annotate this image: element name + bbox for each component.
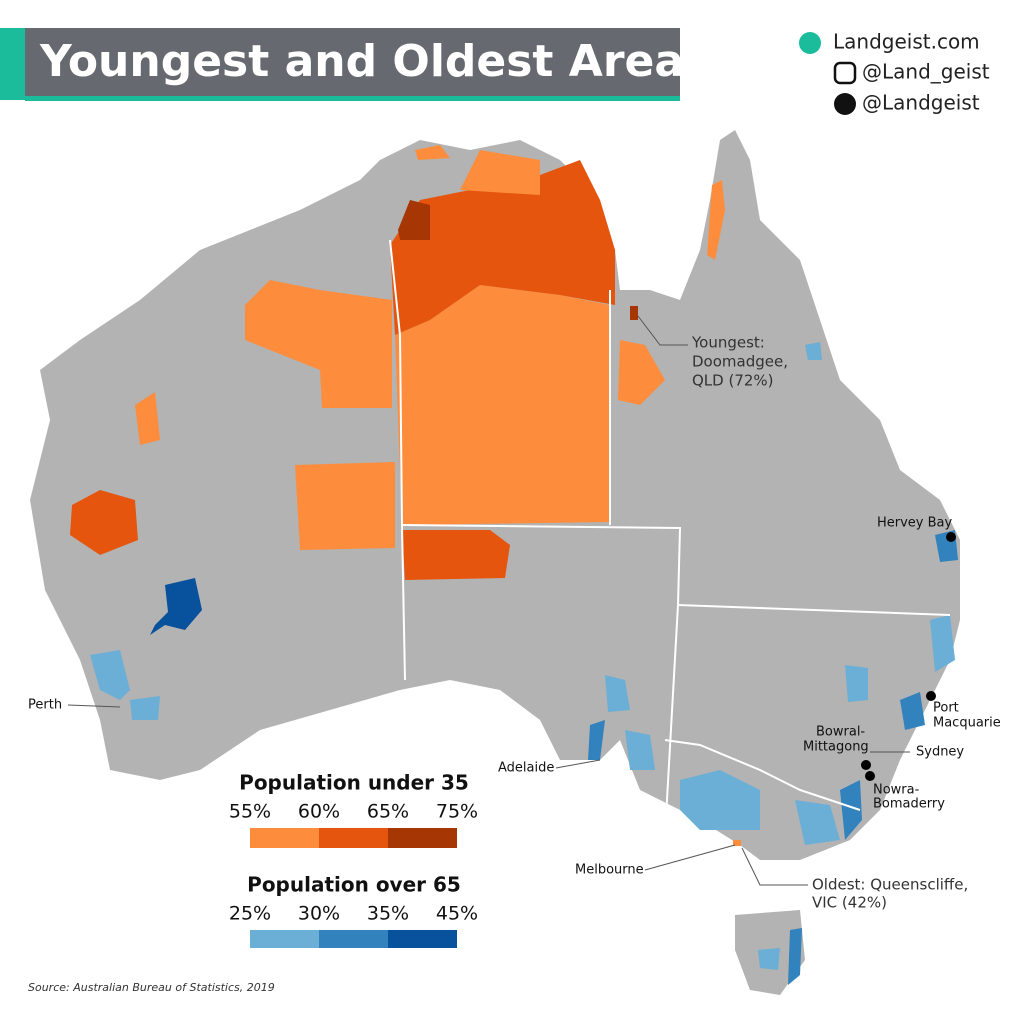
city-label: Mittagong (803, 740, 869, 755)
region-young (402, 530, 510, 580)
leader-line (644, 844, 736, 871)
legend-swatch (319, 828, 388, 848)
brand-twitter: @Landgeist (862, 91, 980, 115)
region-young (245, 280, 392, 408)
annotation: VIC (42%) (812, 894, 887, 912)
city-label: Melbourne (575, 863, 644, 878)
leader-line (67, 704, 121, 708)
region-young (618, 340, 665, 405)
annotation: Oldest: Queenscliffe, (812, 876, 968, 894)
header-accent (0, 28, 25, 100)
region-young (398, 200, 430, 240)
region-young (70, 490, 138, 555)
region-young (415, 145, 450, 160)
city-label: Adelaide (498, 761, 554, 776)
legend-swatch (319, 930, 388, 948)
legend-swatch (388, 828, 457, 848)
legend-swatch (388, 930, 457, 948)
city-label: Bomaderry (873, 797, 945, 812)
region-old (130, 696, 160, 720)
region-old (90, 650, 130, 700)
header-band (25, 28, 680, 100)
legend-title: Population under 35 (239, 771, 469, 795)
region-young (390, 160, 615, 335)
state-border (664, 739, 861, 811)
annotation: QLD (72%) (692, 372, 774, 390)
region-old (758, 948, 780, 970)
legend-label: 25% (229, 903, 271, 925)
city-label: Bowral- (816, 725, 865, 740)
legend-swatch (250, 930, 319, 948)
city-label: Hervey Bay (877, 516, 953, 531)
region-old (845, 665, 868, 702)
region-old (588, 720, 605, 760)
city-label: Nowra- (873, 783, 920, 798)
annotation: Youngest: (691, 334, 765, 352)
legend-label: 55% (229, 801, 271, 823)
city-dot (865, 771, 875, 781)
instagram-icon (833, 61, 857, 85)
legend-label: 35% (367, 903, 409, 925)
city-label: Macquarie (933, 716, 1001, 731)
legend-swatch (250, 828, 319, 848)
region-young (295, 462, 395, 550)
region-old (795, 800, 840, 845)
region-old (605, 675, 630, 712)
state-border (389, 239, 406, 681)
leader-line (555, 759, 601, 769)
legend-label: 75% (436, 801, 478, 823)
region-old (840, 780, 862, 840)
legend-label: 45% (436, 903, 478, 925)
region-young (460, 150, 540, 195)
region-old (930, 615, 955, 672)
region-young (135, 392, 160, 445)
legend-label: 65% (367, 801, 409, 823)
region-old (625, 730, 655, 770)
region-young (707, 180, 725, 260)
city-dot (861, 760, 871, 770)
legend-title: Population over 65 (247, 873, 461, 897)
city-dot (946, 532, 956, 542)
globe-icon (799, 32, 821, 54)
region-old (805, 342, 822, 360)
region-young (630, 306, 638, 320)
region-old (788, 928, 802, 985)
title: Youngest and Oldest Areas (39, 36, 710, 87)
leader-line (637, 315, 688, 346)
region-young (733, 840, 741, 846)
state-border (401, 524, 682, 836)
city-label: Perth (28, 698, 62, 713)
legend-label: 60% (298, 801, 340, 823)
twitter-icon (834, 93, 856, 115)
city-label: Sydney (916, 745, 964, 760)
header-underline (25, 96, 680, 101)
legend-label: 30% (298, 903, 340, 925)
city-dot (926, 691, 936, 701)
source: Source: Australian Bureau of Statistics,… (28, 981, 275, 994)
region-young (395, 285, 610, 525)
city-label: Port (933, 701, 959, 716)
brand-instagram: @Land_geist (862, 60, 990, 84)
leader-line (741, 847, 808, 886)
region-old (900, 692, 925, 730)
brand-website: Landgeist.com (833, 30, 980, 54)
state-border (677, 604, 951, 616)
annotation: Doomadgee, (692, 353, 788, 371)
region-old (150, 578, 202, 635)
region-old (680, 770, 760, 830)
